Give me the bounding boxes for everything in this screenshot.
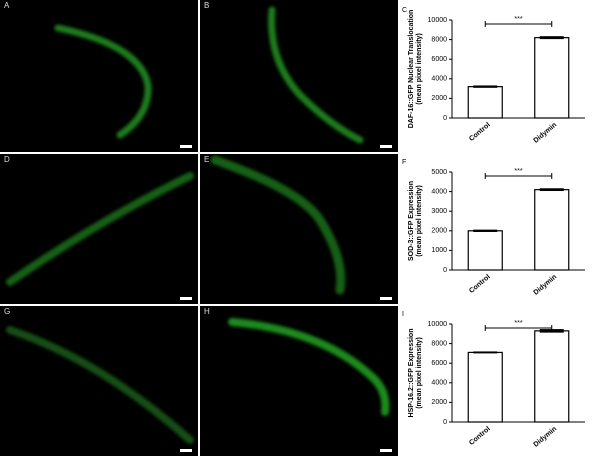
y-tick-label: 5000 [431, 169, 447, 176]
bar [534, 189, 570, 271]
significance-label: *** [514, 16, 522, 23]
image [200, 0, 398, 152]
x-tick-label: Control [468, 122, 492, 143]
image [200, 154, 398, 304]
x-tick-label: Didymin [533, 426, 559, 449]
x-tick-label: Didymin [533, 122, 559, 145]
image [200, 306, 398, 456]
bar [467, 86, 503, 119]
bar [467, 351, 503, 423]
y-tick-label: 2000 [431, 95, 447, 102]
scale-bar [380, 297, 392, 300]
panel-label: F [402, 159, 406, 166]
x-tick-label: Control [468, 426, 492, 447]
error-bar [539, 188, 564, 192]
y-tick-label: 8000 [431, 340, 447, 347]
worm [6, 326, 194, 444]
error-bar [473, 351, 498, 354]
significance-label: *** [514, 168, 522, 175]
micrographs [0, 0, 398, 456]
image [0, 0, 198, 152]
y-tick-label: 4000 [431, 380, 447, 387]
panel-label: G [4, 307, 10, 316]
bar [534, 330, 570, 423]
worm [6, 172, 194, 286]
panel-label: A [4, 1, 10, 10]
scale-bar [380, 449, 392, 452]
y-axis-label: SOD-3::GFP Expression [408, 181, 415, 261]
worm [268, 6, 364, 144]
scale-bar [180, 297, 192, 300]
worm [228, 318, 390, 416]
scale-bar [180, 145, 192, 148]
y-tick-label: 10000 [428, 17, 448, 24]
y-tick-label: 0 [443, 115, 447, 122]
y-axis-label: DAF-16::GFP Nuclear Translocation [408, 10, 415, 129]
y-tick-label: 1000 [431, 247, 447, 254]
y-axis-label: (mean pixel intensity) [416, 33, 423, 105]
panel-label: H [204, 307, 210, 316]
panel-label: B [204, 1, 209, 10]
error-bar [539, 36, 564, 40]
y-tick-label: 8000 [431, 36, 447, 43]
y-tick-label: 10000 [428, 321, 448, 328]
worms [6, 6, 390, 444]
significance-label: *** [514, 320, 522, 327]
y-tick-label: 0 [443, 419, 447, 426]
worm [210, 155, 346, 295]
y-axis-label: (mean pixel intensity) [416, 185, 423, 257]
image [0, 306, 198, 456]
y-tick-label: 2000 [431, 228, 447, 235]
y-tick-label: 4000 [431, 188, 447, 195]
bar [534, 37, 570, 119]
y-tick-label: 4000 [431, 76, 447, 83]
y-tick-label: 2000 [431, 399, 447, 406]
y-tick-label: 0 [443, 267, 447, 274]
scale-bars [180, 145, 392, 452]
y-axis-label: HSP-16.2::GFP Expression [408, 329, 415, 418]
x-tick-label: Didymin [533, 274, 559, 297]
y-tick-label: 6000 [431, 56, 447, 63]
scale-bar [380, 145, 392, 148]
scale-bar [180, 449, 192, 452]
y-tick-label: 3000 [431, 208, 447, 215]
error-bar [473, 85, 498, 88]
y-tick-label: 6000 [431, 360, 447, 367]
panel-label: I [402, 311, 404, 318]
error-bar [473, 229, 498, 232]
panel-label: C [402, 7, 407, 14]
y-axis-label: (mean pixel intensity) [416, 337, 423, 409]
worm [54, 24, 152, 139]
x-tick-label: Control [468, 274, 492, 295]
panel-label: D [4, 155, 10, 164]
bar [467, 230, 503, 271]
panel-label: E [204, 155, 209, 164]
